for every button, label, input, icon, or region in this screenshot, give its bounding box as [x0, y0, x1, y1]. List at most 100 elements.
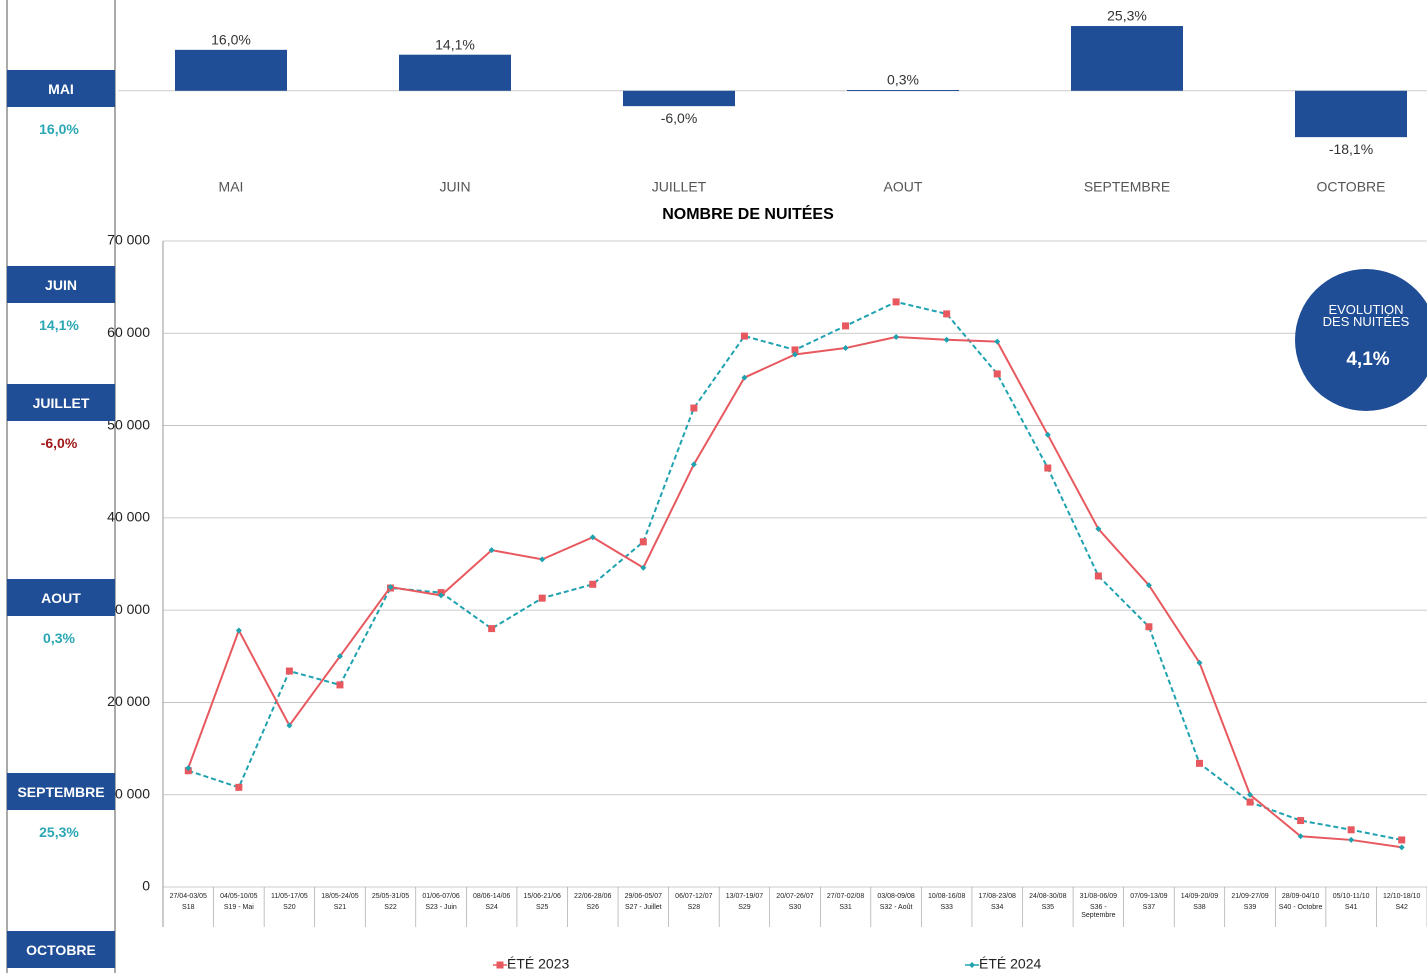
value-label: -6,0%: [661, 110, 698, 126]
marker: [791, 346, 799, 354]
x-tick-label: 22/06-28/06: [574, 893, 612, 900]
x-tick-label: 20/07-26/07: [776, 893, 814, 900]
x-tick-label: AOUT: [884, 179, 923, 195]
x-week-label: S18: [182, 904, 195, 911]
x-week-label: S35: [1041, 904, 1055, 911]
month-box: AOUT: [7, 579, 115, 616]
x-tick-label: 17/08-23/08: [978, 893, 1016, 900]
value-label: 16,0%: [211, 32, 251, 48]
marker: [1247, 791, 1254, 798]
marker: [488, 547, 495, 554]
month-value: 0,3%: [43, 630, 75, 646]
y-tick-label: 60 000: [107, 324, 150, 340]
marker: [892, 298, 900, 306]
x-tick-label: 27/04-03/05: [169, 893, 207, 900]
x-tick-label: 21/09-27/09: [1231, 893, 1269, 900]
y-tick-label: 40 000: [107, 509, 150, 525]
value-label: -18,1%: [1329, 141, 1373, 157]
x-week-label: S38: [1193, 904, 1206, 911]
month-box: JUILLET: [7, 384, 115, 421]
x-week-label: S32 - Août: [879, 904, 913, 911]
legend-marker: [969, 962, 975, 968]
marker: [235, 627, 242, 634]
x-tick-label: 28/09-04/10: [1281, 893, 1320, 900]
marker: [640, 564, 647, 571]
marker: [690, 404, 698, 412]
x-tick-label: 10/08-16/08: [927, 893, 966, 900]
x-week-label: S27 - Juillet: [625, 904, 662, 911]
x-week-label: S34: [991, 904, 1004, 911]
value-label: 25,3%: [1107, 8, 1147, 24]
x-tick-label: 06/07-12/07: [675, 893, 713, 900]
marker: [994, 338, 1001, 345]
marker: [1044, 431, 1051, 438]
marker: [1145, 582, 1152, 589]
marker: [589, 580, 597, 588]
marker: [1348, 836, 1355, 843]
marker: [488, 625, 496, 633]
marker: [1095, 525, 1102, 532]
marker: [690, 461, 697, 468]
marker: [943, 336, 950, 343]
kpi-bubble: [1295, 269, 1427, 411]
y-tick-label: 10 000: [107, 785, 150, 801]
x-week-label: S28: [687, 904, 701, 911]
series-line: [187, 300, 1402, 841]
month-value: -6,0%: [40, 435, 78, 451]
x-tick-label: SEPTEMBRE: [1084, 179, 1170, 195]
month-box: SEPTEMBRE: [7, 773, 115, 810]
legend-marker: [496, 961, 504, 969]
month-value: 14,1%: [39, 317, 79, 333]
x-week-label: S19 - Mai: [223, 904, 254, 911]
bar: [1295, 90, 1407, 138]
y-tick-label: 70 000: [107, 232, 150, 248]
x-week-label: S21: [333, 904, 347, 911]
x-tick-label: 07/09-13/09: [1130, 893, 1168, 900]
marker: [842, 345, 849, 352]
marker: [1246, 798, 1254, 806]
marker: [589, 534, 596, 541]
x-tick-label: 01/06-07/06: [422, 893, 460, 900]
x-tick-label: 27/07-02/08: [826, 893, 865, 900]
x-tick-label: 04/05-10/05: [220, 893, 258, 900]
marker: [792, 351, 798, 358]
month-box: MAI: [7, 70, 115, 107]
kpi-label-box: ÉVOLUTION DES NUITÉES: [1323, 304, 1410, 328]
marker: [285, 667, 293, 675]
marker: [1398, 836, 1406, 844]
marker: [1145, 623, 1153, 631]
series-line: [187, 335, 1402, 849]
marker: [185, 764, 192, 771]
marker: [1094, 572, 1102, 580]
month-box: OCTOBRE: [7, 931, 115, 968]
month-value: 16,0%: [39, 121, 79, 137]
x-tick-label: 03/08-09/08: [877, 893, 915, 900]
x-week-label: S39: [1243, 904, 1257, 911]
x-tick-label: 14/09-20/09: [1180, 893, 1219, 900]
x-week-label: S30: [788, 904, 802, 911]
marker: [336, 653, 343, 660]
x-week-label: S23 - Juin: [425, 904, 457, 911]
marker: [1044, 464, 1052, 472]
y-tick-label: 20 000: [107, 693, 150, 709]
value-label: 14,1%: [435, 36, 475, 52]
x-tick-label: MAI: [219, 179, 244, 195]
x-tick-label: JUIN: [439, 179, 470, 195]
x-week-label: S31: [839, 904, 852, 911]
x-tick-label: 05/10-11/10: [1332, 893, 1370, 900]
marker: [336, 681, 344, 689]
marker: [539, 556, 546, 563]
x-week-label: S40 - Octobre: [1278, 904, 1323, 911]
x-tick-label: 12/10-18/10: [1383, 893, 1421, 900]
y-tick-label: 0: [142, 878, 150, 894]
marker: [387, 584, 394, 591]
month-box: JUIN: [7, 266, 115, 303]
bar: [175, 49, 287, 91]
x-tick-label: 29/06-05/07: [624, 893, 662, 900]
y-tick-label: 50 000: [107, 416, 150, 432]
bar: [399, 54, 511, 91]
chart-title: NOMBRE DE NUITÉES: [662, 204, 834, 223]
x-week-label: S20: [283, 904, 296, 911]
